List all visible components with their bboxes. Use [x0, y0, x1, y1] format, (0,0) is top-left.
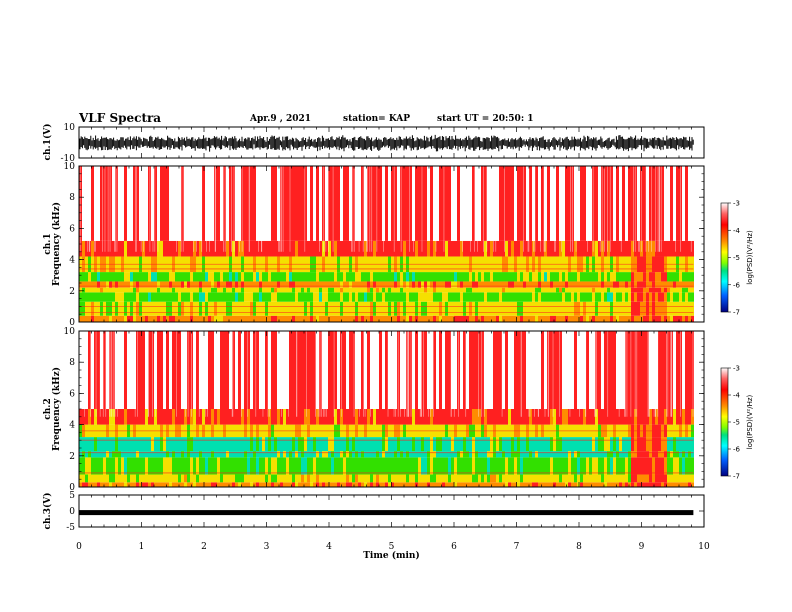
spectrogram-band	[79, 474, 694, 483]
spectrogram-band	[79, 315, 694, 322]
date-label: Apr.9 , 2021	[250, 114, 312, 124]
colorbar-tick-label: -4	[733, 227, 741, 235]
ch1-waveform-line	[79, 134, 694, 152]
y-tick-label: 2	[69, 452, 75, 462]
spectrogram-band	[79, 292, 694, 302]
colorbar-tick-label: -7	[733, 473, 740, 481]
x-tick-label: 8	[576, 542, 582, 552]
y-tick-label: 0	[69, 507, 75, 517]
spectrogram-band	[79, 301, 694, 316]
spectrogram-band	[79, 482, 694, 487]
y-tick-label: 0	[69, 483, 75, 493]
spectrogram-ch1-image	[79, 166, 694, 322]
x-tick-label: 2	[201, 542, 207, 552]
colorbar-tick-label: -4	[733, 392, 741, 400]
x-tick-label: 6	[451, 542, 457, 552]
colorbar-tick-label: -6	[733, 281, 741, 289]
y-tick-label: 10	[64, 123, 76, 133]
x-axis-label: Time (min)	[363, 550, 420, 561]
y-tick-label: 10	[64, 327, 76, 337]
spectrogram-band	[79, 409, 694, 425]
x-tick-label: 3	[264, 542, 270, 552]
x-tick-label: 10	[698, 542, 710, 552]
y-tick-label: 2	[69, 287, 75, 297]
y-tick-label: -10	[61, 154, 76, 164]
colorbar-label: log(PSD)(V²/Hz)	[746, 230, 754, 285]
x-tick-label: 5	[389, 542, 395, 552]
y-tick-label: 6	[69, 224, 75, 234]
x-tick-label: 7	[514, 542, 520, 552]
ch3-voltage-axis-label: ch.3(V)	[42, 493, 53, 530]
chart-title: VLF Spectra	[79, 111, 162, 125]
ch2-axis-label: ch.2	[43, 398, 53, 419]
colorbar-ch1	[720, 202, 729, 313]
spectrogram-band	[79, 272, 694, 282]
spectrogram-band	[79, 166, 694, 241]
spectrogram-band	[79, 281, 694, 288]
x-tick-label: 9	[639, 542, 645, 552]
start-time-label: start UT = 20:50: 1	[437, 114, 534, 124]
colorbar-tick-label: -5	[733, 254, 740, 262]
y-tick-label: 4	[69, 421, 75, 431]
spectrogram-band	[79, 457, 694, 475]
y-tick-label: 8	[69, 358, 75, 368]
y-tick-label: 5	[69, 491, 75, 501]
station-label: station= KAP	[343, 114, 411, 124]
frequency-axis-label: Frequency (kHz)	[51, 202, 62, 286]
colorbar-tick-label: -7	[733, 309, 740, 317]
colorbar-tick-label: -3	[733, 365, 740, 373]
y-tick-label: 8	[69, 193, 75, 203]
colorbar-tick-label: -5	[733, 419, 740, 427]
spectrogram-band	[79, 437, 694, 452]
frequency-axis-label: Frequency (kHz)	[51, 367, 62, 451]
spectrogram-ch2-image	[79, 331, 694, 487]
x-tick-label: 0	[76, 542, 82, 552]
x-tick-label: 1	[139, 542, 145, 552]
x-tick-label: 4	[326, 542, 332, 552]
colorbar-tick-label: -6	[733, 446, 741, 454]
colorbar-label: log(PSD)(V²/Hz)	[746, 394, 754, 449]
ch1-voltage-axis-label: ch.1(V)	[42, 124, 53, 161]
spectrogram-band	[79, 331, 694, 409]
spectrogram-band	[79, 240, 694, 257]
y-tick-label: 4	[69, 256, 75, 266]
y-tick-label: 0	[69, 318, 75, 328]
y-tick-label: 6	[69, 389, 75, 399]
spectrogram-band	[79, 451, 694, 458]
ch1-axis-label: ch.1	[43, 233, 53, 254]
spectrogram-band	[79, 287, 694, 293]
colorbar-tick-label: -3	[733, 200, 740, 208]
y-tick-label: 10	[64, 162, 76, 172]
ch3-waveform-line	[79, 510, 694, 516]
colorbar-ch2	[720, 367, 729, 477]
y-tick-label: -5	[66, 523, 75, 533]
